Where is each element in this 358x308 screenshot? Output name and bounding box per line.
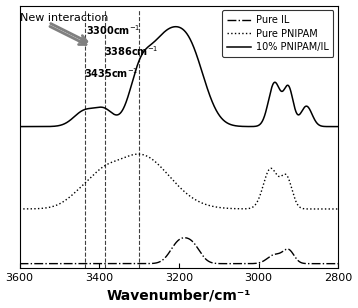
10% PNIPAM/IL xyxy=(268,89,273,93)
Pure PNIPAM xyxy=(327,207,331,211)
Pure IL xyxy=(183,236,187,240)
Pure IL xyxy=(173,243,177,246)
Pure IL xyxy=(327,262,332,265)
Text: 3300cm$^{-1}$: 3300cm$^{-1}$ xyxy=(86,23,140,37)
10% PNIPAM/IL xyxy=(173,25,177,29)
Pure PNIPAM xyxy=(136,152,140,156)
Pure IL xyxy=(268,254,273,258)
Pure PNIPAM xyxy=(164,171,168,175)
X-axis label: Wavenumber/cm⁻¹: Wavenumber/cm⁻¹ xyxy=(107,289,251,302)
Pure PNIPAM xyxy=(327,207,332,211)
Text: New interaction: New interaction xyxy=(20,13,109,23)
Line: Pure IL: Pure IL xyxy=(20,238,338,264)
Pure IL xyxy=(18,262,22,265)
Pure IL xyxy=(327,262,331,265)
Legend: Pure IL, Pure PNIPAM, 10% PNIPAM/IL: Pure IL, Pure PNIPAM, 10% PNIPAM/IL xyxy=(222,10,333,57)
10% PNIPAM/IL xyxy=(18,125,22,128)
10% PNIPAM/IL xyxy=(327,125,331,128)
Pure PNIPAM xyxy=(34,207,38,211)
10% PNIPAM/IL xyxy=(164,29,168,32)
Pure IL xyxy=(34,262,38,265)
Pure IL xyxy=(164,255,168,258)
10% PNIPAM/IL xyxy=(327,125,332,128)
Pure IL xyxy=(336,262,340,265)
10% PNIPAM/IL xyxy=(174,25,178,29)
Text: 3435cm$^{-1}$: 3435cm$^{-1}$ xyxy=(84,67,139,80)
Text: 3386cm$^{-1}$: 3386cm$^{-1}$ xyxy=(103,45,158,59)
Line: Pure PNIPAM: Pure PNIPAM xyxy=(20,154,338,209)
10% PNIPAM/IL xyxy=(34,125,38,128)
10% PNIPAM/IL xyxy=(336,125,340,128)
Line: 10% PNIPAM/IL: 10% PNIPAM/IL xyxy=(20,27,338,127)
Pure PNIPAM xyxy=(268,167,273,170)
Pure PNIPAM xyxy=(336,207,340,211)
Pure PNIPAM xyxy=(18,207,22,211)
Pure PNIPAM xyxy=(173,180,177,184)
